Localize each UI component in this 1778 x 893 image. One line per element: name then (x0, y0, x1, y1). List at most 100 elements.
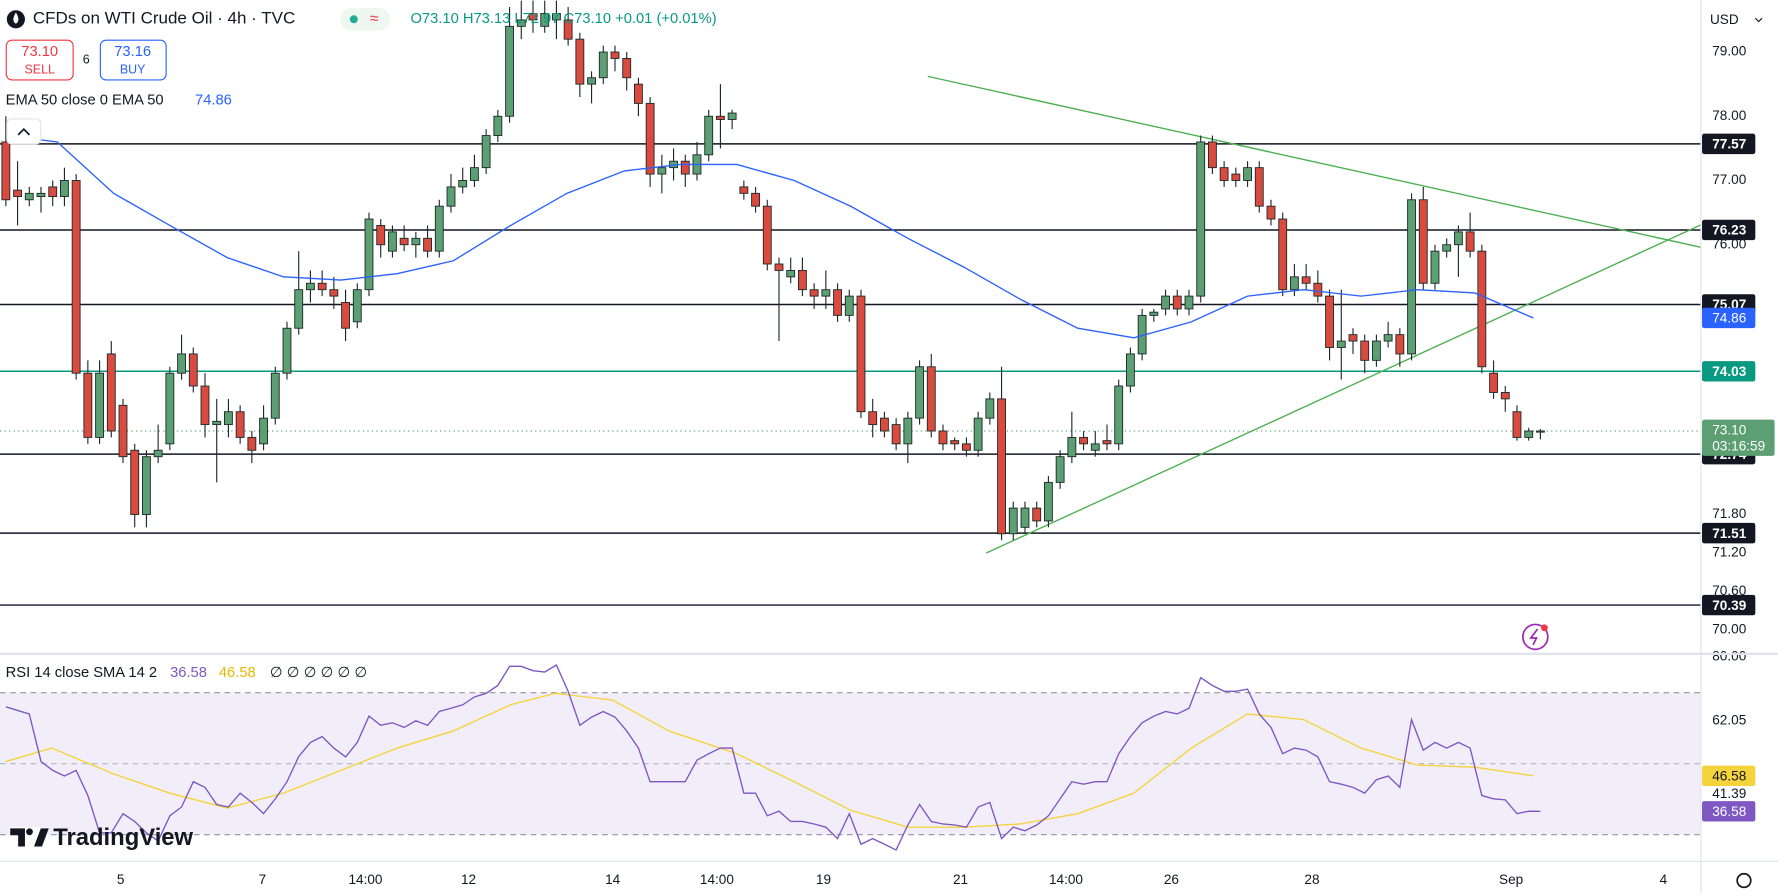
ema-legend-value: 74.86 (195, 93, 232, 109)
candle-body (727, 112, 737, 120)
candle-body (1243, 167, 1252, 181)
candle-body (36, 192, 46, 198)
candle-body (1325, 295, 1334, 348)
candle-body (1020, 507, 1030, 528)
x-tick-label: 12 (461, 872, 476, 887)
candle-body (212, 420, 222, 426)
buy-label: BUY (120, 63, 146, 77)
candle-body (1489, 372, 1498, 393)
candle-body (598, 51, 608, 79)
candle-body (528, 13, 538, 21)
candle-body (1313, 282, 1323, 297)
level-badge-label: 77.57 (1712, 137, 1746, 152)
currency[interactable]: USD (1710, 12, 1739, 27)
candle-body (1231, 173, 1241, 181)
x-tick-label: 19 (816, 872, 831, 887)
candle-body (1430, 250, 1440, 284)
candle-body (71, 180, 81, 374)
candle-body (270, 372, 280, 419)
candle-body (83, 372, 93, 438)
symbol-title[interactable]: CFDs on WTI Crude Oil · 4h · TVC (33, 9, 295, 28)
candle-body (1453, 231, 1463, 246)
level-badge (1702, 219, 1756, 241)
candle-body (317, 282, 327, 291)
candle-body (1196, 141, 1206, 297)
level-badge-label: 74.03 (1712, 364, 1746, 379)
x-tick-label: 14:00 (348, 872, 382, 887)
candle-body (259, 417, 268, 445)
candle-body (821, 289, 831, 297)
candle-body (926, 366, 936, 432)
candle-body (516, 19, 526, 27)
status-icon: ≈ (370, 10, 379, 27)
market-open-dot (349, 15, 358, 24)
level-badge-label: 70.39 (1712, 598, 1746, 613)
candle-body (973, 417, 983, 451)
sell-price: 73.10 (21, 44, 58, 60)
flash-icon[interactable] (1522, 623, 1549, 651)
candle-body (1184, 295, 1194, 310)
candle-body (1102, 440, 1112, 445)
candle-body (95, 372, 104, 438)
candle-body (1383, 334, 1393, 342)
drop-icon (13, 12, 19, 24)
countdown: 03:16:59 (1712, 438, 1765, 453)
status-pill[interactable] (340, 7, 391, 31)
candle-body (1289, 276, 1299, 291)
x-tick-label: Sep (1499, 872, 1523, 887)
rsi-legend[interactable]: RSI 14 close SMA 14 2 (6, 665, 157, 681)
candle-body (915, 366, 924, 419)
candle-body (341, 302, 350, 329)
candle-body (774, 263, 784, 271)
y-tick-label: 41.39 (1712, 786, 1746, 801)
candle-body (1465, 231, 1475, 252)
level-badge-label: 71.51 (1712, 526, 1746, 541)
level-badge-label: 76.23 (1712, 223, 1746, 238)
candle-body (879, 417, 889, 432)
candle-body (1535, 430, 1545, 433)
collapse-button[interactable] (6, 118, 42, 145)
ema-line (5, 134, 1534, 339)
rsi-badge-label: 36.58 (1712, 804, 1746, 819)
candle-body (434, 205, 444, 252)
candle-body (551, 13, 561, 21)
candle-body (797, 269, 807, 291)
level-badge (1702, 594, 1756, 616)
candle-body (329, 289, 339, 297)
candle-body (856, 295, 866, 413)
candle-body (1395, 334, 1405, 355)
x-tick-label: 14:00 (700, 872, 734, 887)
candle-body (985, 398, 995, 419)
candle-body (903, 417, 913, 445)
trend-line (986, 224, 1702, 554)
candle-body (610, 51, 620, 59)
candle-body (1008, 507, 1018, 535)
settings-icon[interactable] (1736, 872, 1752, 889)
flash-dot (1541, 624, 1548, 632)
candle-body (997, 398, 1006, 535)
candle-body (891, 424, 901, 445)
spread: 6 (83, 52, 90, 66)
candle-body (423, 237, 432, 252)
sell-button[interactable] (5, 39, 74, 81)
candle-body (1477, 250, 1487, 368)
ema-legend[interactable]: EMA 50 close 0 EMA 50 (6, 93, 164, 109)
candle-body (177, 353, 186, 374)
x-tick-label: 5 (117, 872, 125, 887)
candle-body (493, 115, 503, 136)
ema-badge (1702, 307, 1756, 329)
candle-body (786, 269, 796, 278)
price-badge-label: 73.10 (1712, 423, 1746, 438)
logo-text[interactable]: TradingView (53, 824, 193, 851)
y-tick-label: 71.20 (1712, 545, 1746, 560)
logo-mark (10, 828, 49, 847)
rsi-badge (1702, 801, 1756, 822)
candle-body (563, 19, 573, 40)
buy-button[interactable] (99, 39, 167, 81)
candle-body (1032, 507, 1042, 522)
candle-body (224, 411, 233, 426)
candle-body (376, 225, 386, 246)
candle-body (622, 57, 632, 79)
level-badge (1702, 522, 1756, 544)
